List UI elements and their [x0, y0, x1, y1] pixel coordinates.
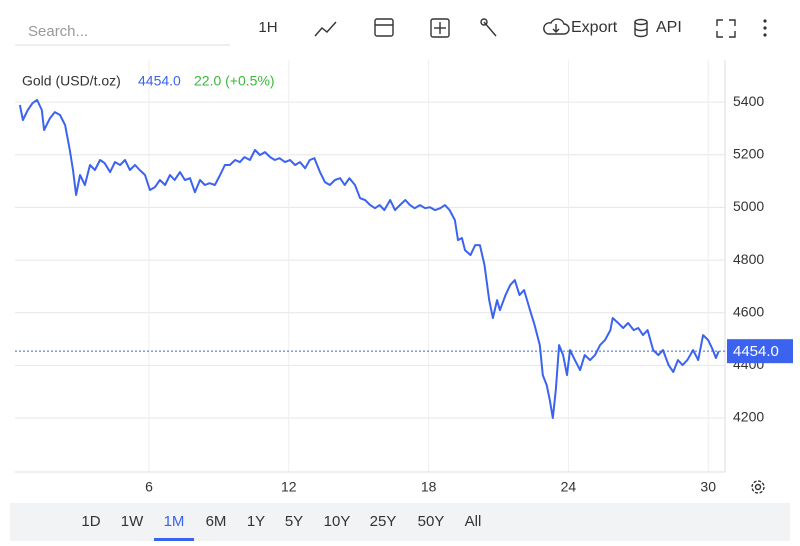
search-box[interactable]: Search...: [15, 23, 230, 46]
y-tick-label: 4600: [733, 303, 764, 319]
y-tick-label: 4200: [733, 409, 764, 425]
y-tick-label: 5200: [733, 145, 764, 161]
api-button[interactable]: API: [634, 18, 682, 38]
last-price-box: [727, 339, 793, 364]
x-tick-label: 30: [700, 479, 716, 495]
series-name: Gold (USD/t.oz): [22, 73, 121, 89]
menu-icon[interactable]: [763, 19, 767, 37]
header-change: 22.0 (+0.5%): [194, 73, 275, 89]
x-tick-label: 24: [561, 479, 577, 495]
y-tick-label: 5000: [733, 198, 764, 214]
x-tick-label: 6: [145, 479, 153, 495]
range-button[interactable]: 1D: [81, 513, 100, 530]
active-range-underline: [154, 538, 194, 541]
tools-icon[interactable]: [480, 18, 497, 37]
range-button[interactable]: 1Y: [247, 513, 265, 530]
export-label: Export: [571, 19, 618, 36]
last-price-label: 4454.0: [733, 343, 779, 360]
range-bar: [10, 503, 790, 541]
y-tick-label: 5400: [733, 93, 764, 109]
range-button[interactable]: 10Y: [324, 513, 351, 530]
range-button[interactable]: 25Y: [370, 513, 397, 530]
grid: [15, 60, 725, 472]
range-button[interactable]: All: [465, 513, 482, 530]
calendar-icon[interactable]: [374, 18, 394, 37]
y-tick-label: 4800: [733, 251, 764, 267]
export-button[interactable]: Export: [543, 18, 618, 36]
range-button[interactable]: 6M: [206, 513, 227, 530]
range-button[interactable]: 50Y: [418, 513, 445, 530]
x-tick-label: 12: [281, 479, 297, 495]
interval-button[interactable]: 1H: [258, 19, 277, 36]
add-indicator-icon[interactable]: [430, 18, 450, 38]
range-button[interactable]: 5Y: [285, 513, 303, 530]
x-tick-label: 18: [421, 479, 437, 495]
database-icon: [634, 18, 648, 38]
export-icon: [543, 18, 570, 35]
header-price: 4454.0: [138, 73, 181, 89]
range-button[interactable]: 1M: [164, 513, 185, 530]
price-line: [18, 99, 720, 419]
range-button[interactable]: 1W: [121, 513, 144, 530]
fullscreen-icon[interactable]: [716, 19, 736, 38]
settings-icon[interactable]: [751, 480, 765, 494]
chart-type-icon[interactable]: [314, 21, 337, 37]
api-label: API: [656, 19, 682, 36]
search-placeholder: Search...: [28, 23, 88, 40]
